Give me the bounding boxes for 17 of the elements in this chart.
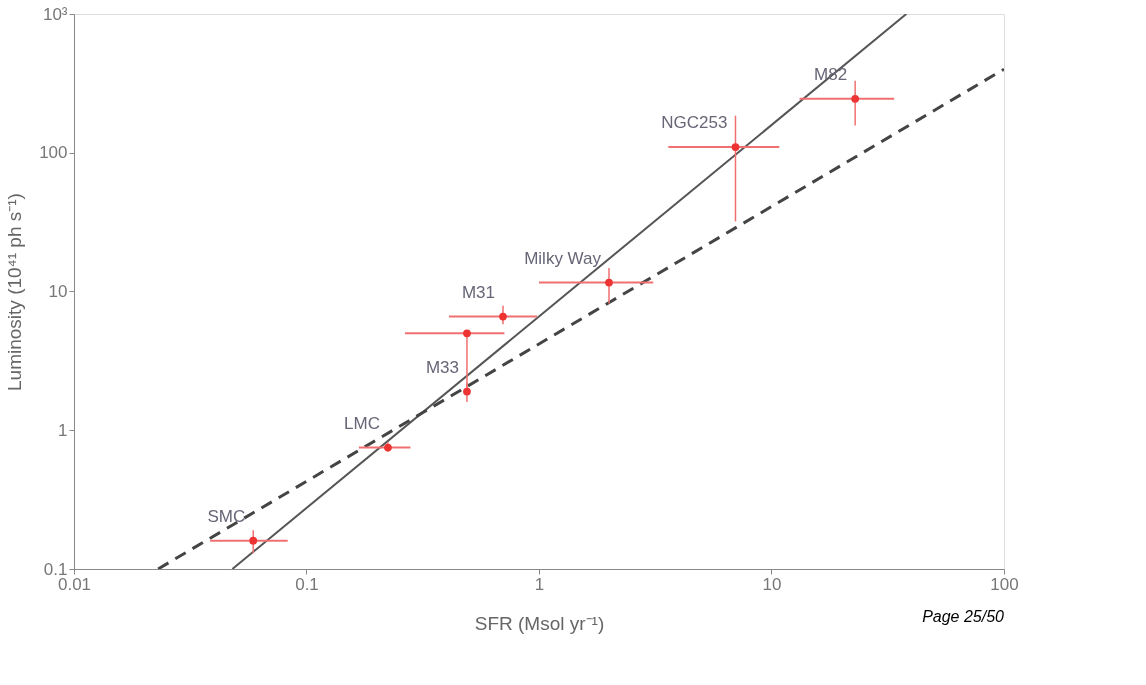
x-tick-label: 0.1 [295,574,319,594]
y-axis-title: Luminosity (10⁴¹ ph s⁻¹) [4,193,26,391]
text: Page 25/50 [922,608,1005,625]
y-tick-label: 100 [39,143,68,163]
x-axis-title: SFR (Msol yr⁻¹) [474,612,605,634]
x-tick-label: 100 [990,574,1019,594]
annotation: SMC [207,506,246,526]
annotation: M33 [425,357,459,377]
annotation: NGC253 [661,113,728,133]
y-tick-label: 1 [58,420,68,440]
y-tick-label: 10³ [42,4,68,24]
annotation: LMC [344,413,380,433]
x-tick-label: 1 [534,574,545,594]
y-tick-label: 10 [48,282,68,301]
annotation: Milky Way [524,248,602,268]
annotation: M31 [461,282,495,302]
x-tick-label: 10 [762,574,782,594]
